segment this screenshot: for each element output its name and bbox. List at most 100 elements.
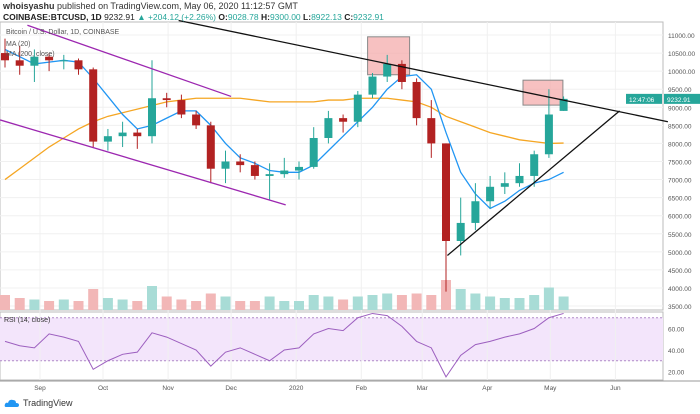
- rsi-tick-label: 40.00: [668, 348, 685, 355]
- main-pane: [0, 21, 664, 311]
- volume-bar: [455, 289, 466, 310]
- candle-body: [295, 166, 303, 171]
- candle-body: [544, 114, 553, 155]
- candle-body: [515, 175, 524, 184]
- author[interactable]: whoisyashu: [3, 1, 55, 11]
- volume-bar: [176, 299, 187, 310]
- candle-body: [471, 201, 480, 223]
- time-tick-label: May: [544, 385, 557, 392]
- volume-bar: [14, 298, 25, 310]
- volume-bar: [558, 296, 569, 310]
- candle-body: [339, 118, 348, 122]
- time-tick-label: Apr: [482, 385, 493, 392]
- candle-body: [74, 60, 83, 70]
- price-tick-label: 7000.00: [668, 178, 692, 185]
- candle-body: [89, 69, 98, 142]
- price-tick-label: 10500.00: [668, 51, 695, 58]
- volume-bar: [249, 301, 260, 310]
- volume-bar: [338, 299, 349, 310]
- volume-bar: [323, 296, 334, 310]
- volume-bar: [382, 293, 393, 310]
- volume-bar: [499, 298, 510, 310]
- countdown-text: 12:47:06: [629, 97, 655, 104]
- price-tick-label: 8500.00: [668, 123, 692, 130]
- legend-text: Bitcoin / U.S. Dollar, 1D, COINBASE: [6, 29, 120, 36]
- c-label: C:: [344, 12, 354, 22]
- legend-text: MA (200, close): [6, 51, 55, 58]
- volume-bar: [29, 299, 40, 310]
- price-tick-label: 9000.00: [668, 105, 692, 112]
- candle-body: [324, 118, 333, 138]
- candle-body: [486, 186, 495, 202]
- volume-bar: [220, 296, 231, 310]
- volume-bar: [264, 296, 275, 310]
- high-value: 9300.00: [269, 12, 301, 22]
- time-tick-label: Sep: [34, 385, 46, 392]
- candle-body: [456, 222, 465, 241]
- volume-bar: [470, 293, 481, 310]
- volume-bar: [367, 295, 378, 310]
- price-tick-label: 6500.00: [668, 196, 692, 203]
- candle-body: [280, 170, 289, 175]
- volume-bar: [396, 295, 407, 310]
- volume-bar: [308, 295, 319, 310]
- candle-body: [368, 76, 377, 95]
- price-tag: [664, 93, 700, 104]
- price-tick-label: 10000.00: [668, 69, 695, 76]
- candle-body: [177, 100, 186, 115]
- volume-bar: [514, 298, 525, 310]
- trendline-resistance: [178, 19, 669, 123]
- candle-body: [500, 183, 509, 187]
- symbol-ohlc: COINBASE:BTCUSD, 1D 9232.91 ▲ +204.12 (+…: [3, 12, 384, 22]
- volume-bar: [88, 289, 99, 310]
- time-tick-label: 2020: [289, 385, 304, 392]
- trendline-channel-upper: [27, 24, 232, 98]
- candle-body: [103, 136, 112, 142]
- rsi-label: RSI (14, close): [4, 317, 50, 324]
- volume-bar: [73, 301, 84, 310]
- price-tick-label: 7500.00: [668, 159, 692, 166]
- volume-bar: [102, 298, 113, 310]
- candle-body: [118, 132, 127, 137]
- publish-date: published on TradingView.com, May 06, 20…: [57, 1, 298, 11]
- rsi-line: [4, 312, 564, 378]
- price-tick-label: 4500.00: [668, 268, 692, 275]
- symbol: COINBASE:BTCUSD, 1D: [3, 12, 102, 22]
- time-tick-label: Nov: [162, 385, 174, 392]
- candle-body: [442, 143, 450, 241]
- volume-bar: [294, 301, 304, 310]
- candle-body: [1, 53, 9, 61]
- candle-body: [59, 60, 68, 62]
- candle-body: [309, 137, 318, 167]
- countdown-tag: [626, 93, 662, 104]
- trendline-channel-lower: [0, 119, 286, 206]
- candle-body: [162, 98, 171, 101]
- rsi-tick-label: 20.00: [668, 370, 685, 377]
- volume-bar: [132, 301, 143, 310]
- candle-body: [45, 56, 54, 61]
- volume-bar: [426, 295, 437, 310]
- tradingview-logo[interactable]: TradingView: [4, 398, 73, 408]
- candle-body: [353, 94, 362, 122]
- candle-body: [530, 154, 539, 176]
- brand-name: TradingView: [23, 398, 73, 408]
- candle-body: [236, 161, 245, 166]
- volume-bar: [279, 301, 290, 310]
- l-label: L:: [303, 12, 312, 22]
- trendline-support: [446, 110, 621, 256]
- h-label: H:: [260, 12, 270, 22]
- volume-bar: [44, 301, 55, 310]
- time-tick-label: Oct: [98, 385, 108, 392]
- candle-body: [30, 56, 39, 66]
- price-tick-label: 3500.00: [668, 304, 692, 311]
- candle-body: [250, 165, 259, 176]
- candle-body: [206, 125, 215, 169]
- volume-bar: [191, 301, 202, 310]
- price-change: ▲ +204.12 (+2.26%): [137, 12, 217, 22]
- volume-bar: [352, 296, 363, 310]
- publish-info: whoisyashu published on TradingView.com,…: [3, 1, 298, 11]
- ma200-line: [4, 97, 564, 181]
- volume-bar: [485, 296, 496, 310]
- candle-body: [412, 81, 421, 119]
